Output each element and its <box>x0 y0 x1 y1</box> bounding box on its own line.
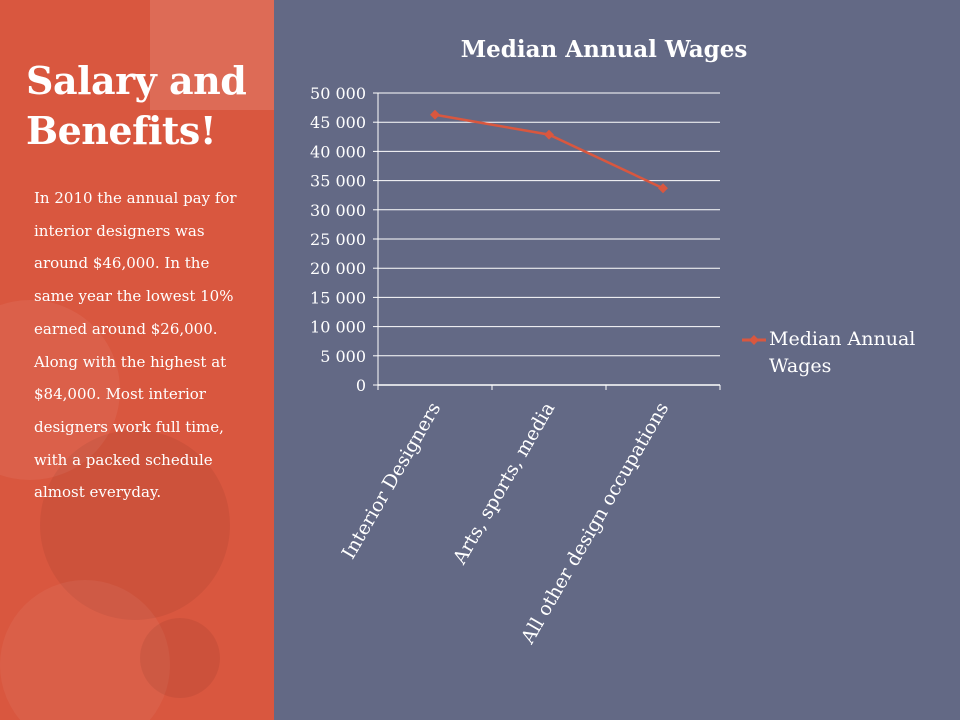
slide-body-text: In 2010 the annual pay for interior desi… <box>34 189 237 502</box>
y-tick-label: 30 000 <box>310 201 366 220</box>
y-tick-label: 20 000 <box>310 259 366 278</box>
y-tick-label: 15 000 <box>310 288 366 307</box>
y-tick-label: 0 <box>356 376 366 395</box>
line-chart: 0 5 000 10 000 15 000 20 000 25 000 30 000 35 0… <box>310 84 721 648</box>
decorative-circle <box>0 580 170 720</box>
slide-title: Salary and Benefits! <box>26 58 247 153</box>
legend-swatch <box>742 335 766 345</box>
y-tick-label: 10 000 <box>310 318 366 337</box>
data-point-marker <box>544 129 554 140</box>
data-point-marker <box>430 109 440 120</box>
y-tick-label: 35 000 <box>310 172 366 191</box>
decorative-circle <box>40 430 230 620</box>
y-tick-label: 50 000 <box>310 84 366 103</box>
y-tick-label: 25 000 <box>310 230 366 249</box>
chart-area: Median Annual Wages 0 5 000 10 000 15 000 20… <box>274 0 960 720</box>
decorative-square <box>150 0 274 110</box>
legend-label: Median Annual Wages <box>769 328 916 377</box>
y-tick-label: 5 000 <box>320 347 366 366</box>
x-tick-label: Arts, sports, media <box>448 399 559 569</box>
chart-title: Median Annual Wages <box>460 36 748 63</box>
sidebar-panel: Salary and Benefits! In 2010 the annual … <box>0 0 274 720</box>
y-tick-label: 45 000 <box>310 113 366 132</box>
data-point-marker <box>658 183 668 194</box>
x-tick-label: Interior Designers <box>338 399 446 563</box>
decorative-circle <box>140 618 220 698</box>
y-tick-label: 40 000 <box>310 142 366 161</box>
